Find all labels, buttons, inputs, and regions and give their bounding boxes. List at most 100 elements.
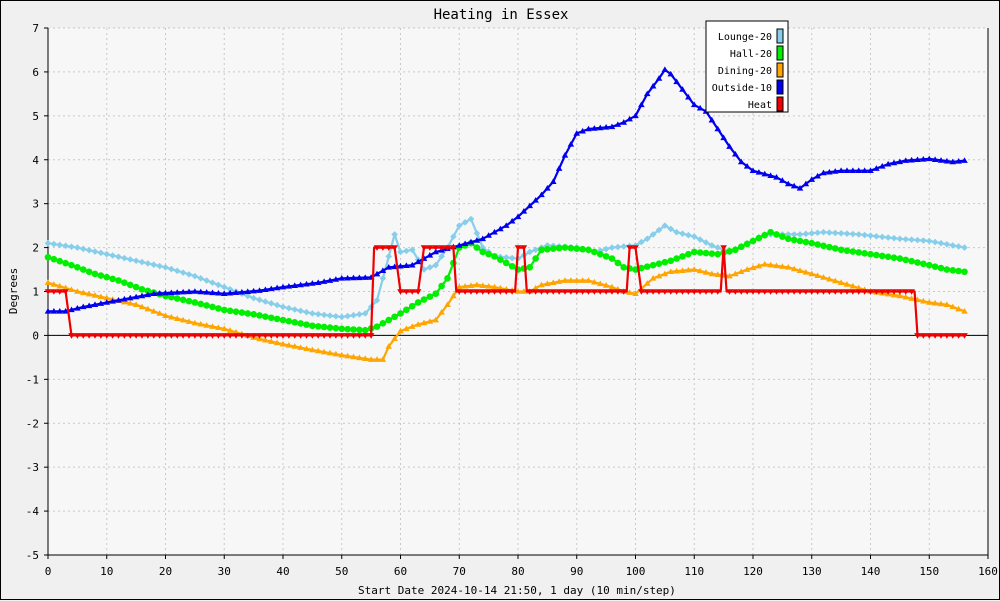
series-lounge-20-point — [350, 311, 357, 319]
series-hall-20-point — [532, 255, 539, 262]
series-lounge-20-point — [203, 277, 210, 284]
series-outside-10-point — [232, 289, 240, 295]
series-heat-point — [91, 333, 99, 339]
series-heat-point — [761, 289, 769, 295]
series-heat-point — [309, 333, 316, 339]
series-heat-point — [361, 333, 369, 339]
series-lounge-20-point — [132, 257, 140, 265]
series-dining-20-point — [385, 343, 393, 349]
series-hall-20-point — [849, 248, 857, 255]
series-outside-10-point — [884, 160, 892, 167]
series-hall-20-point — [567, 244, 575, 252]
series-hall-20-point — [931, 263, 939, 270]
series-dining-20-point — [420, 319, 428, 326]
series-outside-10-point — [314, 279, 322, 286]
series-outside-10-point — [303, 280, 310, 287]
series-hall-20-point — [238, 309, 246, 316]
series-hall-20-point — [573, 245, 581, 252]
series-lounge-20-point — [244, 292, 252, 300]
series-dining-20-point — [714, 271, 722, 277]
series-dining-20-point — [203, 322, 210, 328]
series-hall-20-point — [767, 228, 774, 236]
series-lounge-20-point — [250, 294, 257, 302]
series-hall-20-point — [473, 244, 481, 251]
series-outside-10-point — [479, 235, 487, 242]
series-dining-20-point — [367, 356, 375, 362]
legend-box — [705, 20, 789, 113]
series-lounge-20-point — [332, 312, 340, 320]
series-lounge-20-point — [890, 234, 898, 242]
series-dining-20-point — [332, 350, 340, 357]
series-lounge-20-point — [379, 275, 387, 282]
series-heat-point — [209, 333, 216, 339]
series-lounge-20-point — [273, 301, 281, 309]
series-outside-10-point — [238, 288, 246, 295]
series-lounge-20-point — [103, 250, 111, 258]
series-hall-20-point — [802, 238, 810, 246]
series-outside-10-point — [767, 172, 774, 178]
series-outside-10-point — [44, 307, 52, 314]
series-outside-10-point — [162, 289, 169, 296]
series-heat-point — [549, 289, 557, 295]
y-tick-label: 2 — [32, 242, 39, 255]
series-hall-20-point — [191, 299, 199, 306]
series-hall-20-point — [638, 264, 645, 272]
series-dining-20-point — [655, 272, 663, 279]
series-outside-10-point — [397, 262, 404, 269]
series-lounge-20-point — [949, 242, 957, 249]
series-hall-20-point — [185, 297, 193, 305]
series-lounge-20-point — [826, 229, 833, 236]
series-heat-point — [226, 333, 234, 339]
series-heat-point — [708, 289, 716, 295]
series-outside-10-point — [185, 288, 193, 295]
series-outside-10-point — [244, 288, 252, 294]
series-hall-20-point — [314, 323, 322, 330]
series-dining-20-point — [414, 321, 422, 327]
series-outside-10-point — [209, 289, 216, 296]
series-dining-20-point — [579, 277, 586, 283]
series-dining-20-point — [168, 313, 175, 320]
series-heat-point — [573, 289, 581, 295]
series-hall-20-point — [708, 250, 716, 257]
series-outside-10-point — [820, 169, 827, 176]
series-lounge-20-point — [79, 245, 87, 253]
series-lounge-20-point — [884, 234, 892, 241]
series-outside-10-point — [532, 197, 539, 203]
series-lounge-20-point — [473, 230, 481, 237]
series-dining-20-point — [314, 347, 322, 354]
series-outside-10-point — [855, 167, 863, 174]
series-outside-10-point — [796, 184, 804, 191]
series-hall-20-point — [696, 249, 704, 256]
x-tick-label: 70 — [453, 565, 466, 578]
series-outside-10-point — [708, 116, 716, 123]
series-hall-20-point — [250, 311, 257, 318]
series-heat-point — [602, 289, 610, 295]
series-dining-20-point — [220, 325, 228, 332]
series-lounge-20-point — [638, 238, 645, 246]
series-dining-20-point — [285, 342, 293, 348]
series-hall-20-point — [144, 287, 152, 295]
series-heat-point — [614, 289, 622, 295]
series-heat-point — [920, 333, 927, 339]
series-dining-20-point — [532, 284, 539, 291]
series-dining-20-point — [849, 282, 857, 289]
series-lounge-20-point — [855, 231, 863, 238]
series-outside-10-point — [808, 176, 816, 182]
series-dining-20-point — [379, 356, 387, 362]
series-heat-point — [338, 333, 346, 339]
series-outside-10-point — [461, 240, 469, 247]
series-heat-point — [291, 333, 299, 339]
series-outside-10-point — [514, 213, 522, 220]
series-heat-point — [350, 333, 357, 339]
series-hall-20-point — [502, 259, 510, 267]
series-dining-20-point — [403, 325, 410, 332]
series-hall-20-point — [943, 266, 951, 273]
series-heat-point — [56, 289, 64, 295]
series-hall-20-point — [215, 305, 222, 312]
series-heat-point — [937, 333, 945, 339]
series-dining-20-point — [538, 281, 545, 288]
series-dining-20-point — [567, 277, 575, 283]
series-lounge-20-point — [596, 247, 604, 254]
series-heat-point — [943, 333, 951, 339]
series-hall-20-point — [743, 240, 751, 248]
